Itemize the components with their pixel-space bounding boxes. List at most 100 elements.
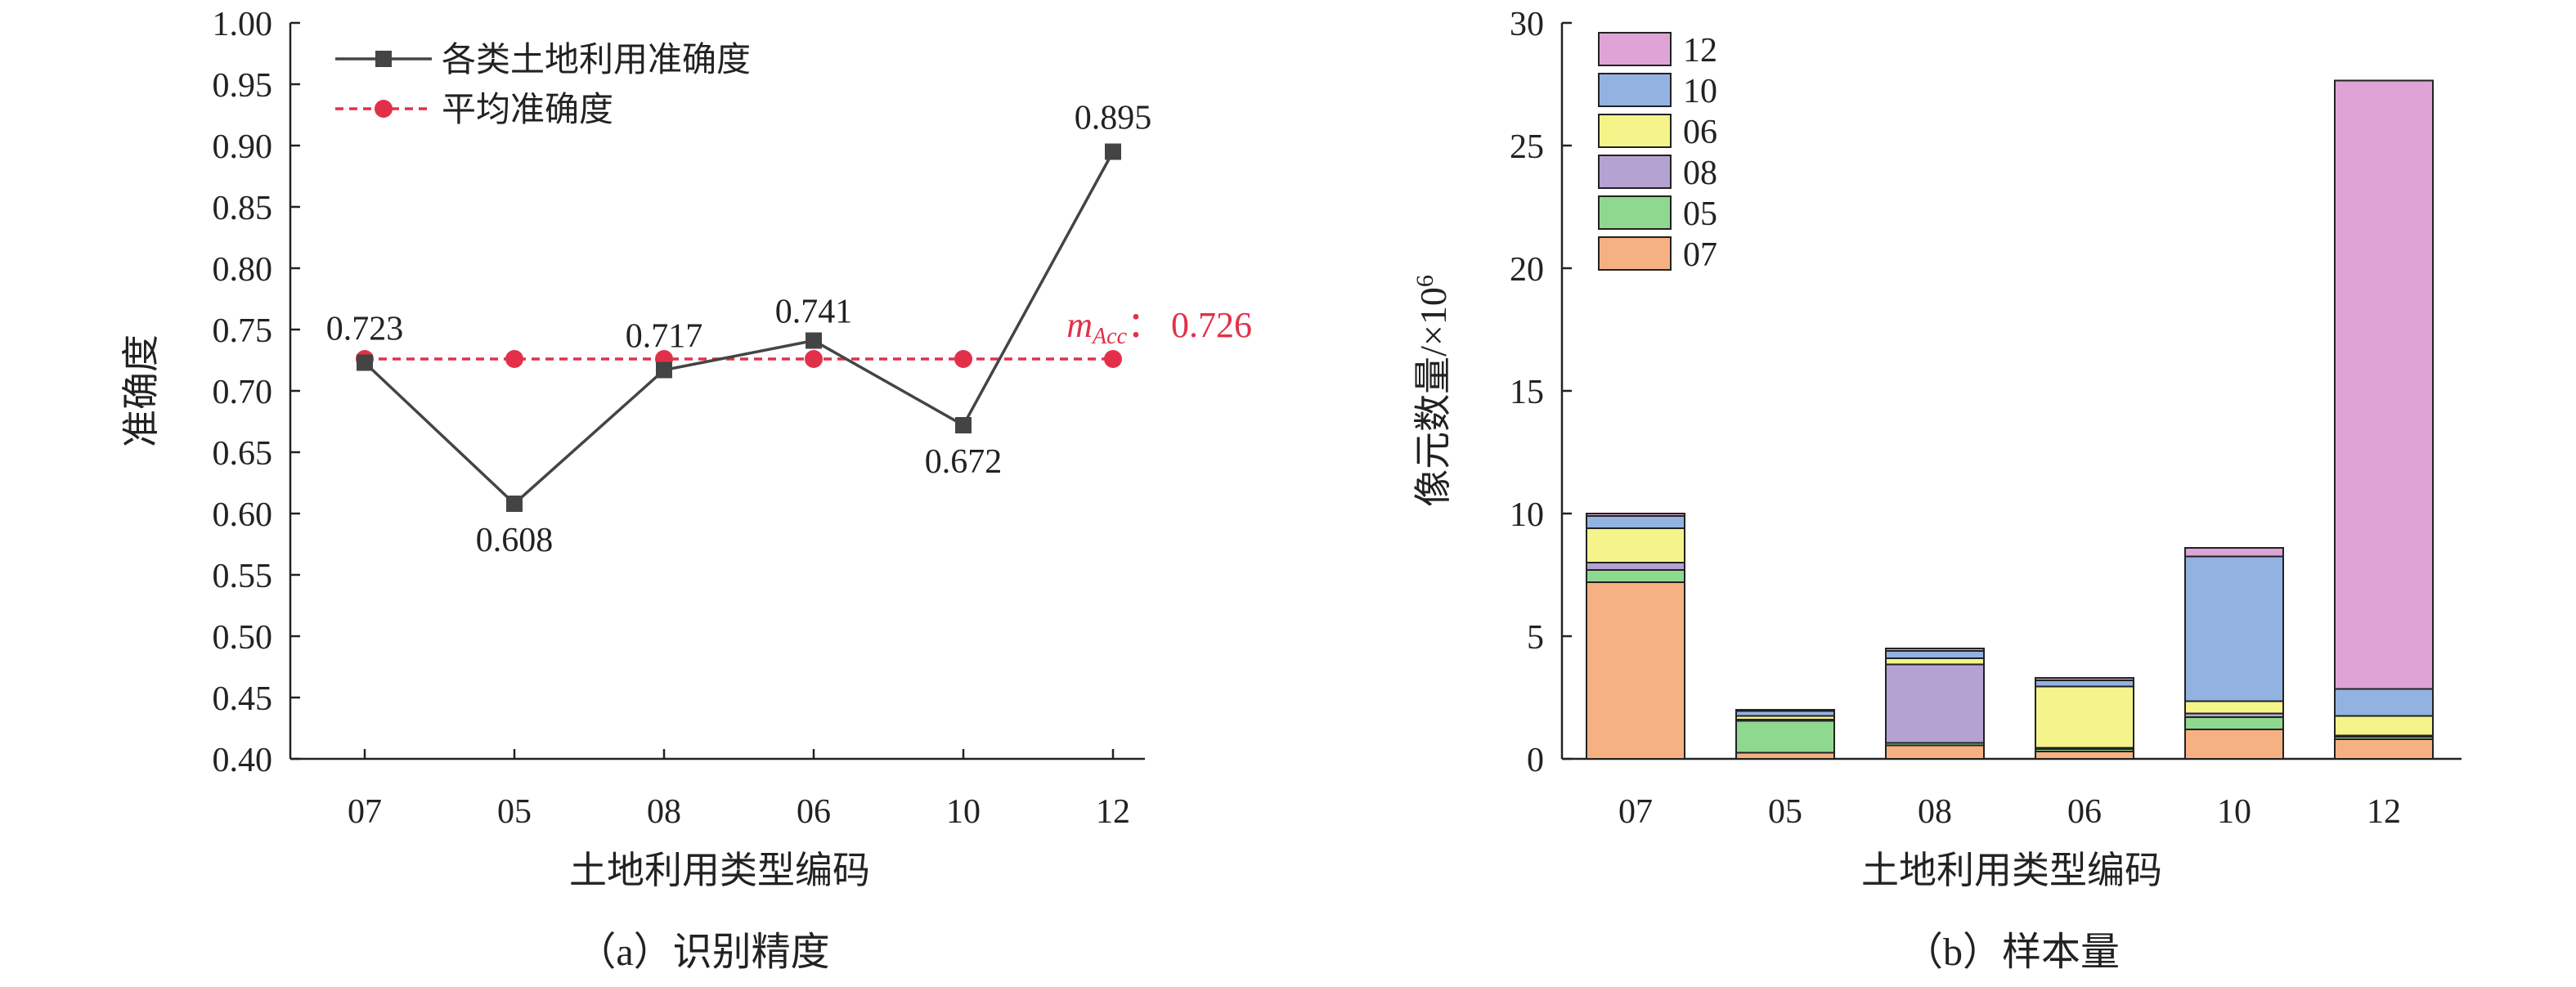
bar-segment-05 bbox=[1735, 720, 1835, 754]
y-tick-label: 30 bbox=[1510, 6, 1544, 43]
data-label: 0.608 bbox=[476, 522, 554, 559]
y-tick-label: 0.55 bbox=[213, 558, 273, 595]
bar-segment-12 bbox=[2334, 79, 2434, 690]
annotation-subscript: Acc bbox=[1091, 324, 1128, 349]
y-tick-label: 0.90 bbox=[213, 128, 273, 166]
data-label: 0.717 bbox=[626, 318, 703, 356]
y-tick-label: 20 bbox=[1510, 251, 1544, 289]
class-accuracy-point bbox=[506, 496, 523, 512]
y-tick-label: 0.60 bbox=[213, 496, 273, 534]
legend-label-05: 05 bbox=[1683, 195, 1717, 233]
annotation-text: mAcc： 0.726 bbox=[1066, 305, 1252, 349]
bar-segment-12 bbox=[2184, 547, 2284, 558]
annotation-value: 0.726 bbox=[1171, 305, 1252, 345]
legend-label-class-accuracy: 各类土地利用准确度 bbox=[442, 41, 751, 79]
data-label: 0.723 bbox=[326, 311, 404, 348]
class-accuracy-point bbox=[1105, 143, 1121, 160]
x-axis-label: 土地利用类型编码 bbox=[569, 850, 870, 891]
x-tick-label: 08 bbox=[647, 793, 681, 831]
annotation-symbol: m bbox=[1066, 305, 1093, 345]
y-tick-label: 0.65 bbox=[213, 435, 273, 473]
average-accuracy-point bbox=[805, 350, 823, 368]
y-tick-group: 1.00 0.95 0.90 0.85 0.80 0.75 0.70 0.65 0.60 0.55… bbox=[213, 6, 300, 779]
average-accuracy-point bbox=[505, 350, 523, 368]
bar-segment-06 bbox=[1885, 657, 1985, 666]
x-tick-group: 07 05 08 06 10 12 bbox=[1618, 793, 2401, 831]
legend-marker-average bbox=[375, 100, 393, 118]
legend-swatch-07 bbox=[1598, 236, 1672, 271]
bar-segment-07 bbox=[2334, 738, 2434, 760]
bar-segment-10 bbox=[2035, 680, 2134, 688]
y-tick-label: 0.80 bbox=[213, 251, 273, 289]
legend-label-07: 07 bbox=[1683, 236, 1717, 274]
x-tick-label: 12 bbox=[1096, 793, 1130, 831]
x-tick-label: 05 bbox=[1768, 793, 1802, 831]
bar-segment-08 bbox=[1885, 663, 1985, 744]
class-accuracy-point bbox=[357, 354, 373, 371]
x-tick-label: 06 bbox=[797, 793, 831, 831]
y-tick-group: 0 5 10 15 20 25 30 bbox=[1510, 6, 1572, 779]
y-axis-label: 准确度 bbox=[120, 334, 162, 447]
legend-marker-class-accuracy bbox=[375, 51, 392, 67]
y-tick-label: 0.75 bbox=[213, 312, 273, 350]
x-tick-label: 06 bbox=[2067, 793, 2102, 831]
bar-segment-07 bbox=[1885, 744, 1985, 760]
bar-segment-06 bbox=[2035, 685, 2134, 749]
y-tick-label: 0.85 bbox=[213, 190, 273, 227]
bar-segment-07 bbox=[2035, 751, 2134, 760]
y-axis-label-superscript: 6 bbox=[1411, 275, 1438, 287]
data-label: 0.895 bbox=[1075, 100, 1152, 137]
y-tick-label: 0 bbox=[1527, 742, 1544, 779]
average-accuracy-point bbox=[1104, 350, 1122, 368]
bar-segment-06 bbox=[1586, 527, 1685, 563]
bar-segment-05 bbox=[1586, 569, 1685, 583]
y-tick-label: 0.50 bbox=[213, 619, 273, 657]
x-tick-label: 10 bbox=[946, 793, 981, 831]
legend-swatch-10 bbox=[1598, 73, 1672, 107]
y-axis-label: 像元数量/×106 bbox=[1411, 275, 1454, 507]
legend-label-08: 08 bbox=[1683, 155, 1717, 192]
x-tick-label: 05 bbox=[497, 793, 532, 831]
y-tick-label: 1.00 bbox=[213, 6, 273, 43]
series-group: 0.723 0.608 0.717 0.741 0.672 0.895 bbox=[326, 100, 1152, 560]
bar-group bbox=[1586, 79, 2434, 760]
legend-swatch-06 bbox=[1598, 114, 1672, 148]
bar-segment-06 bbox=[2184, 700, 2284, 715]
x-tick-label: 12 bbox=[2367, 793, 2401, 831]
y-tick-label: 0.70 bbox=[213, 374, 273, 411]
bar-segment-10 bbox=[1885, 650, 1985, 659]
bar-segment-07 bbox=[1735, 751, 1835, 760]
x-tick-label: 10 bbox=[2217, 793, 2251, 831]
legend-label-12: 12 bbox=[1683, 32, 1717, 70]
bar-segment-10 bbox=[2184, 555, 2284, 702]
x-tick-group: 07 05 08 06 10 12 bbox=[348, 749, 1130, 831]
class-accuracy-point bbox=[656, 361, 672, 379]
y-tick-label: 15 bbox=[1510, 374, 1544, 411]
class-accuracy-line bbox=[363, 150, 1115, 506]
data-label: 0.672 bbox=[925, 443, 1003, 481]
legend-swatch-08 bbox=[1598, 155, 1672, 189]
bar-segment-12 bbox=[2035, 677, 2134, 681]
y-tick-label: 0.45 bbox=[213, 680, 273, 718]
bar-segment-08 bbox=[1586, 562, 1685, 571]
bar-segment-10 bbox=[1586, 515, 1685, 529]
y-tick-label: 10 bbox=[1510, 496, 1544, 534]
x-axis-label: 土地利用类型编码 bbox=[1861, 850, 2162, 891]
bar-segment-12 bbox=[1586, 513, 1685, 517]
panel-caption: （b）样本量 bbox=[1904, 931, 2120, 974]
legend-swatch-05 bbox=[1598, 195, 1672, 230]
bar-segment-12 bbox=[1885, 648, 1985, 652]
y-axis-label-text: 像元数量/×10 bbox=[1412, 287, 1454, 507]
x-tick-label: 07 bbox=[1618, 793, 1653, 831]
legend-label-06: 06 bbox=[1683, 114, 1717, 151]
accuracy-line-chart: 1.00 0.95 0.90 0.85 0.80 0.75 0.70 0.65 0.60 0.55… bbox=[120, 6, 1252, 974]
panel-caption: （a）识别精度 bbox=[577, 931, 829, 974]
annotation-separator: ： bbox=[1127, 305, 1163, 345]
average-accuracy-point bbox=[954, 350, 972, 368]
class-accuracy-point bbox=[806, 332, 822, 349]
legend-label-average: 平均准确度 bbox=[442, 91, 613, 129]
